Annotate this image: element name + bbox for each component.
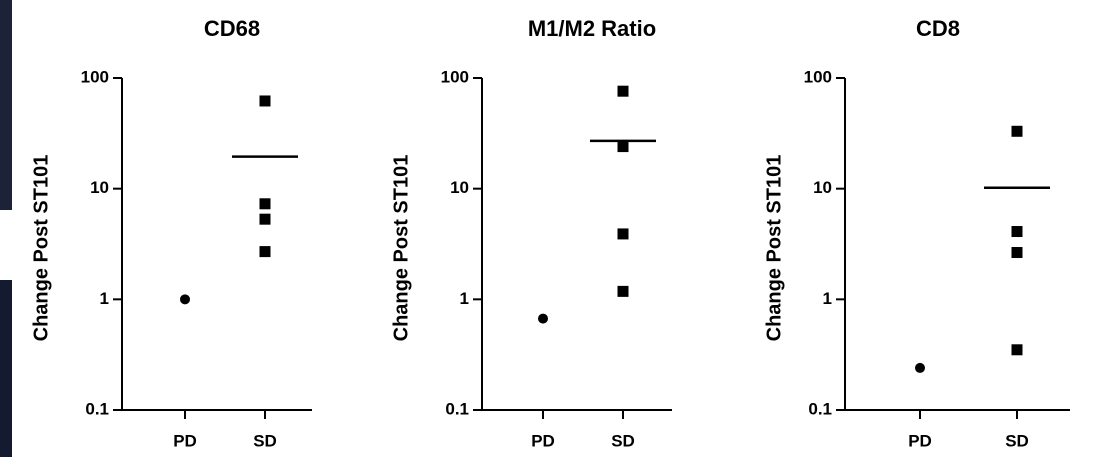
data-point: [1011, 125, 1023, 137]
y-tick-label: 0.1: [85, 399, 109, 418]
data-point: [259, 198, 271, 210]
data-point: [180, 294, 190, 305]
y-axis-label: Change Post ST101: [390, 155, 412, 342]
x-tick-label: PD: [531, 431, 555, 450]
y-tick-label: 100: [804, 67, 832, 86]
y-tick-label: 100: [441, 67, 469, 86]
y-tick-label: 10: [813, 178, 832, 197]
data-point: [1011, 246, 1023, 258]
chart-title: CD8: [916, 16, 960, 41]
y-axis-label: Change Post ST101: [763, 155, 785, 342]
data-point: [538, 313, 548, 324]
y-axis-label: Change Post ST101: [30, 155, 52, 342]
y-tick-label: 1: [460, 289, 469, 308]
data-point: [617, 85, 629, 97]
image-fragment: [0, 280, 12, 457]
y-tick-label: 10: [90, 178, 109, 197]
data-point: [617, 228, 629, 240]
x-tick-label: SD: [1005, 431, 1029, 450]
data-point: [259, 246, 271, 258]
data-point: [259, 213, 271, 225]
x-tick-label: PD: [173, 431, 197, 450]
data-point: [617, 141, 629, 153]
image-fragment: [0, 0, 12, 210]
y-tick-label: 0.1: [808, 399, 832, 418]
chart-title: CD68: [204, 16, 260, 41]
data-point: [915, 362, 925, 373]
x-tick-label: PD: [908, 431, 932, 450]
x-tick-label: SD: [253, 431, 277, 450]
chart-title: M1/M2 Ratio: [528, 16, 656, 41]
y-tick-label: 1: [823, 289, 832, 308]
data-point: [617, 285, 629, 297]
data-point: [1011, 344, 1023, 356]
data-point: [1011, 226, 1023, 238]
data-point: [259, 95, 271, 107]
y-tick-label: 0.1: [445, 399, 469, 418]
y-tick-label: 10: [450, 178, 469, 197]
y-tick-label: 1: [100, 289, 109, 308]
x-tick-label: SD: [611, 431, 635, 450]
y-tick-label: 100: [81, 67, 109, 86]
